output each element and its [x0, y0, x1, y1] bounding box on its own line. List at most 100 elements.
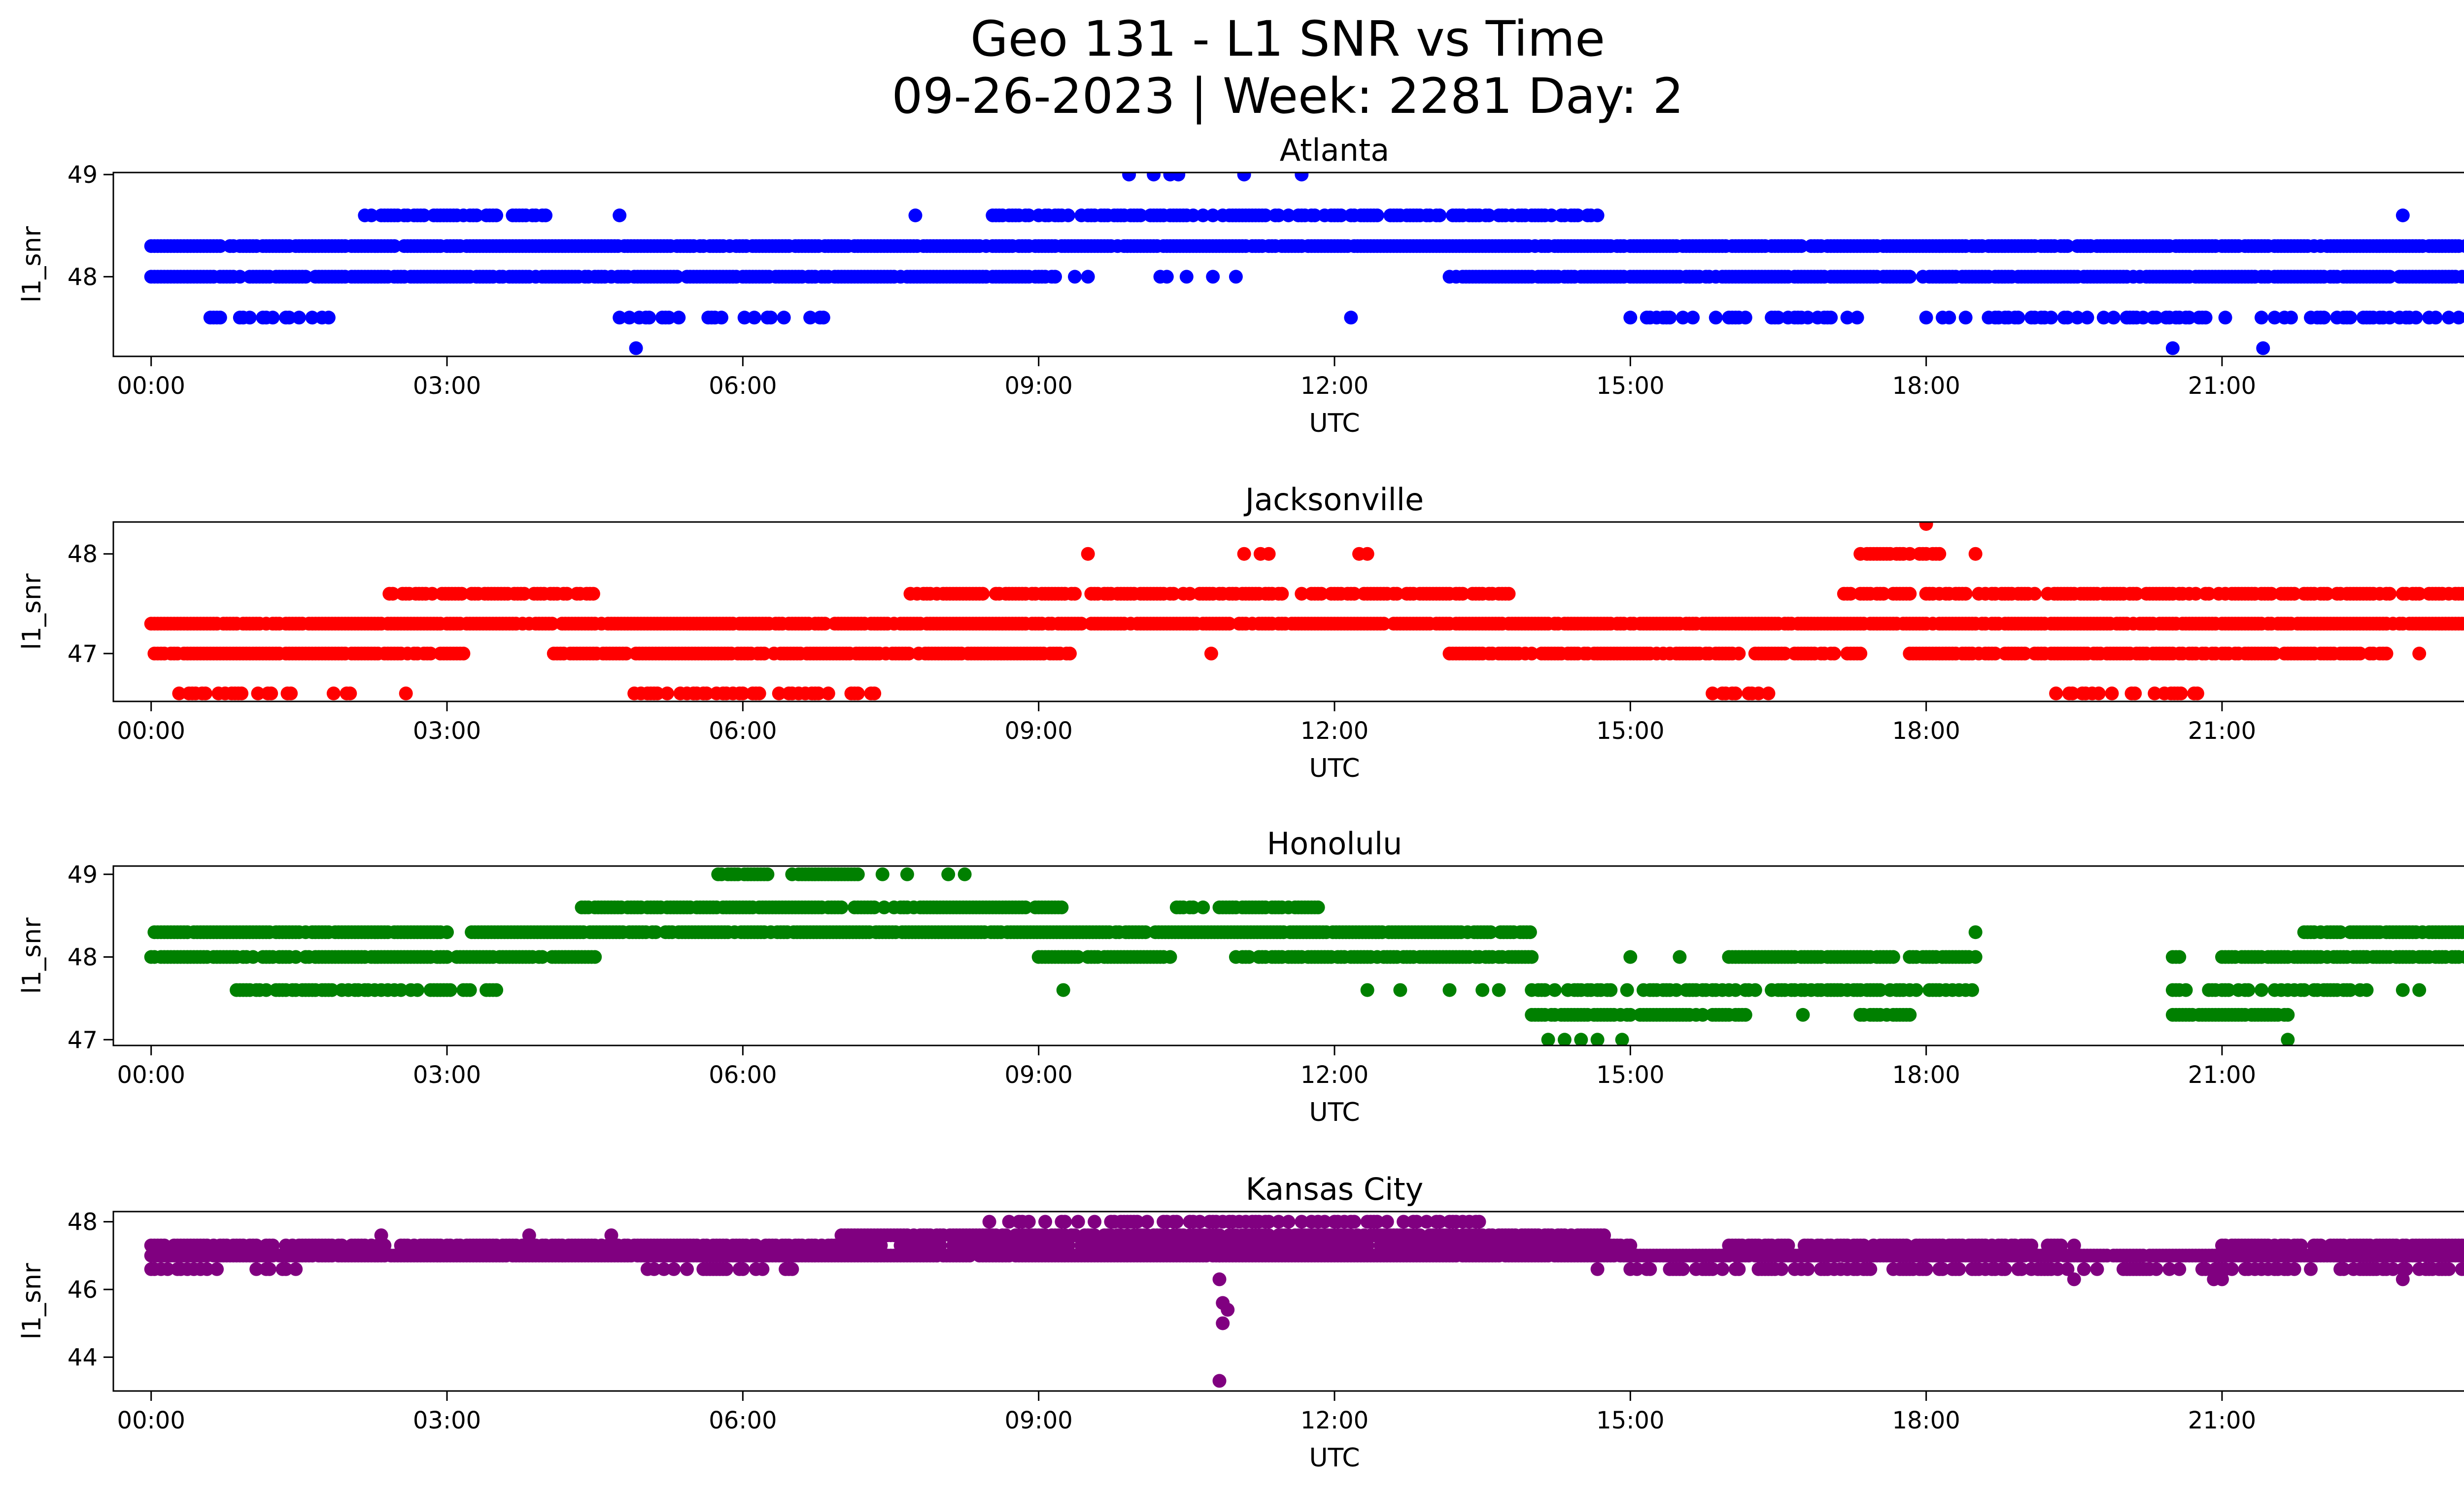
- data-point: [1604, 983, 1618, 997]
- y-tick-label: 49: [68, 861, 98, 889]
- data-point: [292, 311, 306, 325]
- data-point: [1019, 900, 1032, 914]
- data-point: [1778, 646, 1792, 661]
- data-point: [2172, 950, 2187, 964]
- data-point: [1873, 983, 1887, 997]
- data-point: [1063, 646, 1077, 661]
- data-point: [2044, 311, 2058, 325]
- x-tick-label: 06:00: [709, 717, 777, 745]
- data-point: [1523, 925, 1537, 939]
- data-point: [1360, 547, 1374, 561]
- data-point: [1163, 950, 1177, 964]
- data-point: [2255, 983, 2268, 997]
- data-point: [2256, 341, 2270, 355]
- data-point: [1442, 983, 1457, 997]
- subplot-title: Honolulu: [1267, 826, 1403, 862]
- data-point: [1206, 209, 1220, 222]
- data-point: [851, 686, 865, 700]
- data-point: [1068, 270, 1082, 284]
- data-point: [1271, 209, 1286, 222]
- data-point: [443, 983, 457, 997]
- data-point: [1738, 1008, 1752, 1022]
- data-point: [2383, 587, 2397, 601]
- x-tick-label: 00:00: [117, 717, 185, 745]
- data-point: [2129, 587, 2144, 601]
- axes-frame: [112, 521, 2464, 702]
- data-point: [1876, 587, 1890, 601]
- data-point: [1525, 950, 1539, 964]
- data-point: [1138, 925, 1153, 939]
- data-point: [2091, 686, 2106, 700]
- x-tick-label: 09:00: [1005, 372, 1073, 400]
- data-point: [1676, 311, 1690, 325]
- data-point: [213, 311, 227, 325]
- x-tick-label: 03:00: [413, 372, 481, 400]
- data-point: [803, 311, 818, 325]
- data-point: [867, 900, 882, 914]
- data-point: [1258, 209, 1272, 222]
- data-point: [2070, 311, 2085, 325]
- data-point: [816, 311, 830, 325]
- data-point: [2458, 239, 2464, 253]
- data-point: [760, 867, 775, 881]
- y-tick-label: 48: [68, 944, 98, 972]
- data-point: [1022, 209, 1036, 222]
- data-point: [958, 867, 972, 881]
- data-point: [1669, 983, 1683, 997]
- data-point: [1222, 617, 1236, 631]
- data-point: [1919, 311, 1933, 325]
- scatter-series-honolulu: [144, 867, 2464, 1045]
- data-point: [2165, 341, 2180, 355]
- data-point: [545, 617, 559, 631]
- data-point: [489, 983, 504, 997]
- data-point: [1204, 646, 1218, 661]
- data-point: [259, 983, 274, 997]
- data-point: [1988, 646, 2002, 661]
- data-point: [2462, 271, 2464, 282]
- data-point: [1179, 270, 1194, 284]
- data-point: [1709, 311, 1723, 325]
- data-point: [1538, 983, 1552, 997]
- data-point: [867, 686, 882, 700]
- data-point: [1360, 983, 1374, 997]
- data-point: [2182, 311, 2196, 325]
- data-point: [1673, 950, 1687, 964]
- data-point: [560, 587, 574, 601]
- data-point: [2343, 983, 2358, 997]
- data-point: [1308, 209, 1322, 222]
- data-point: [2174, 686, 2188, 700]
- data-point: [242, 311, 257, 325]
- data-point: [2442, 311, 2456, 325]
- data-point: [1061, 209, 1075, 222]
- data-point: [1482, 209, 1496, 222]
- x-tick-label: 00:00: [117, 372, 185, 400]
- y-tick-label: 47: [68, 640, 98, 668]
- data-point: [235, 686, 249, 700]
- data-point: [282, 311, 296, 325]
- data-point: [613, 209, 627, 222]
- data-point: [2383, 270, 2397, 284]
- data-point: [2320, 587, 2334, 601]
- data-point: [1295, 173, 1309, 182]
- data-point: [1794, 239, 1809, 253]
- data-point: [1186, 209, 1200, 222]
- data-point: [2429, 311, 2443, 325]
- y-axis-label: l1_snr: [17, 917, 47, 994]
- data-point: [1055, 900, 1069, 914]
- data-point: [440, 950, 454, 964]
- subplot-title: Kansas City: [1246, 1171, 1424, 1207]
- x-tick-label: 09:00: [1005, 1061, 1073, 1089]
- data-point: [1761, 686, 1776, 700]
- data-point: [1483, 925, 1498, 939]
- x-tick-label: 21:00: [2188, 1061, 2256, 1089]
- data-point: [1295, 587, 1309, 601]
- scatter-series-atlanta: [144, 173, 2464, 355]
- data-point: [2190, 686, 2204, 700]
- data-point: [2202, 587, 2216, 601]
- data-point: [757, 646, 771, 661]
- data-point: [233, 270, 247, 284]
- data-point: [1958, 311, 1973, 325]
- data-point: [2462, 618, 2464, 629]
- data-point: [752, 686, 766, 700]
